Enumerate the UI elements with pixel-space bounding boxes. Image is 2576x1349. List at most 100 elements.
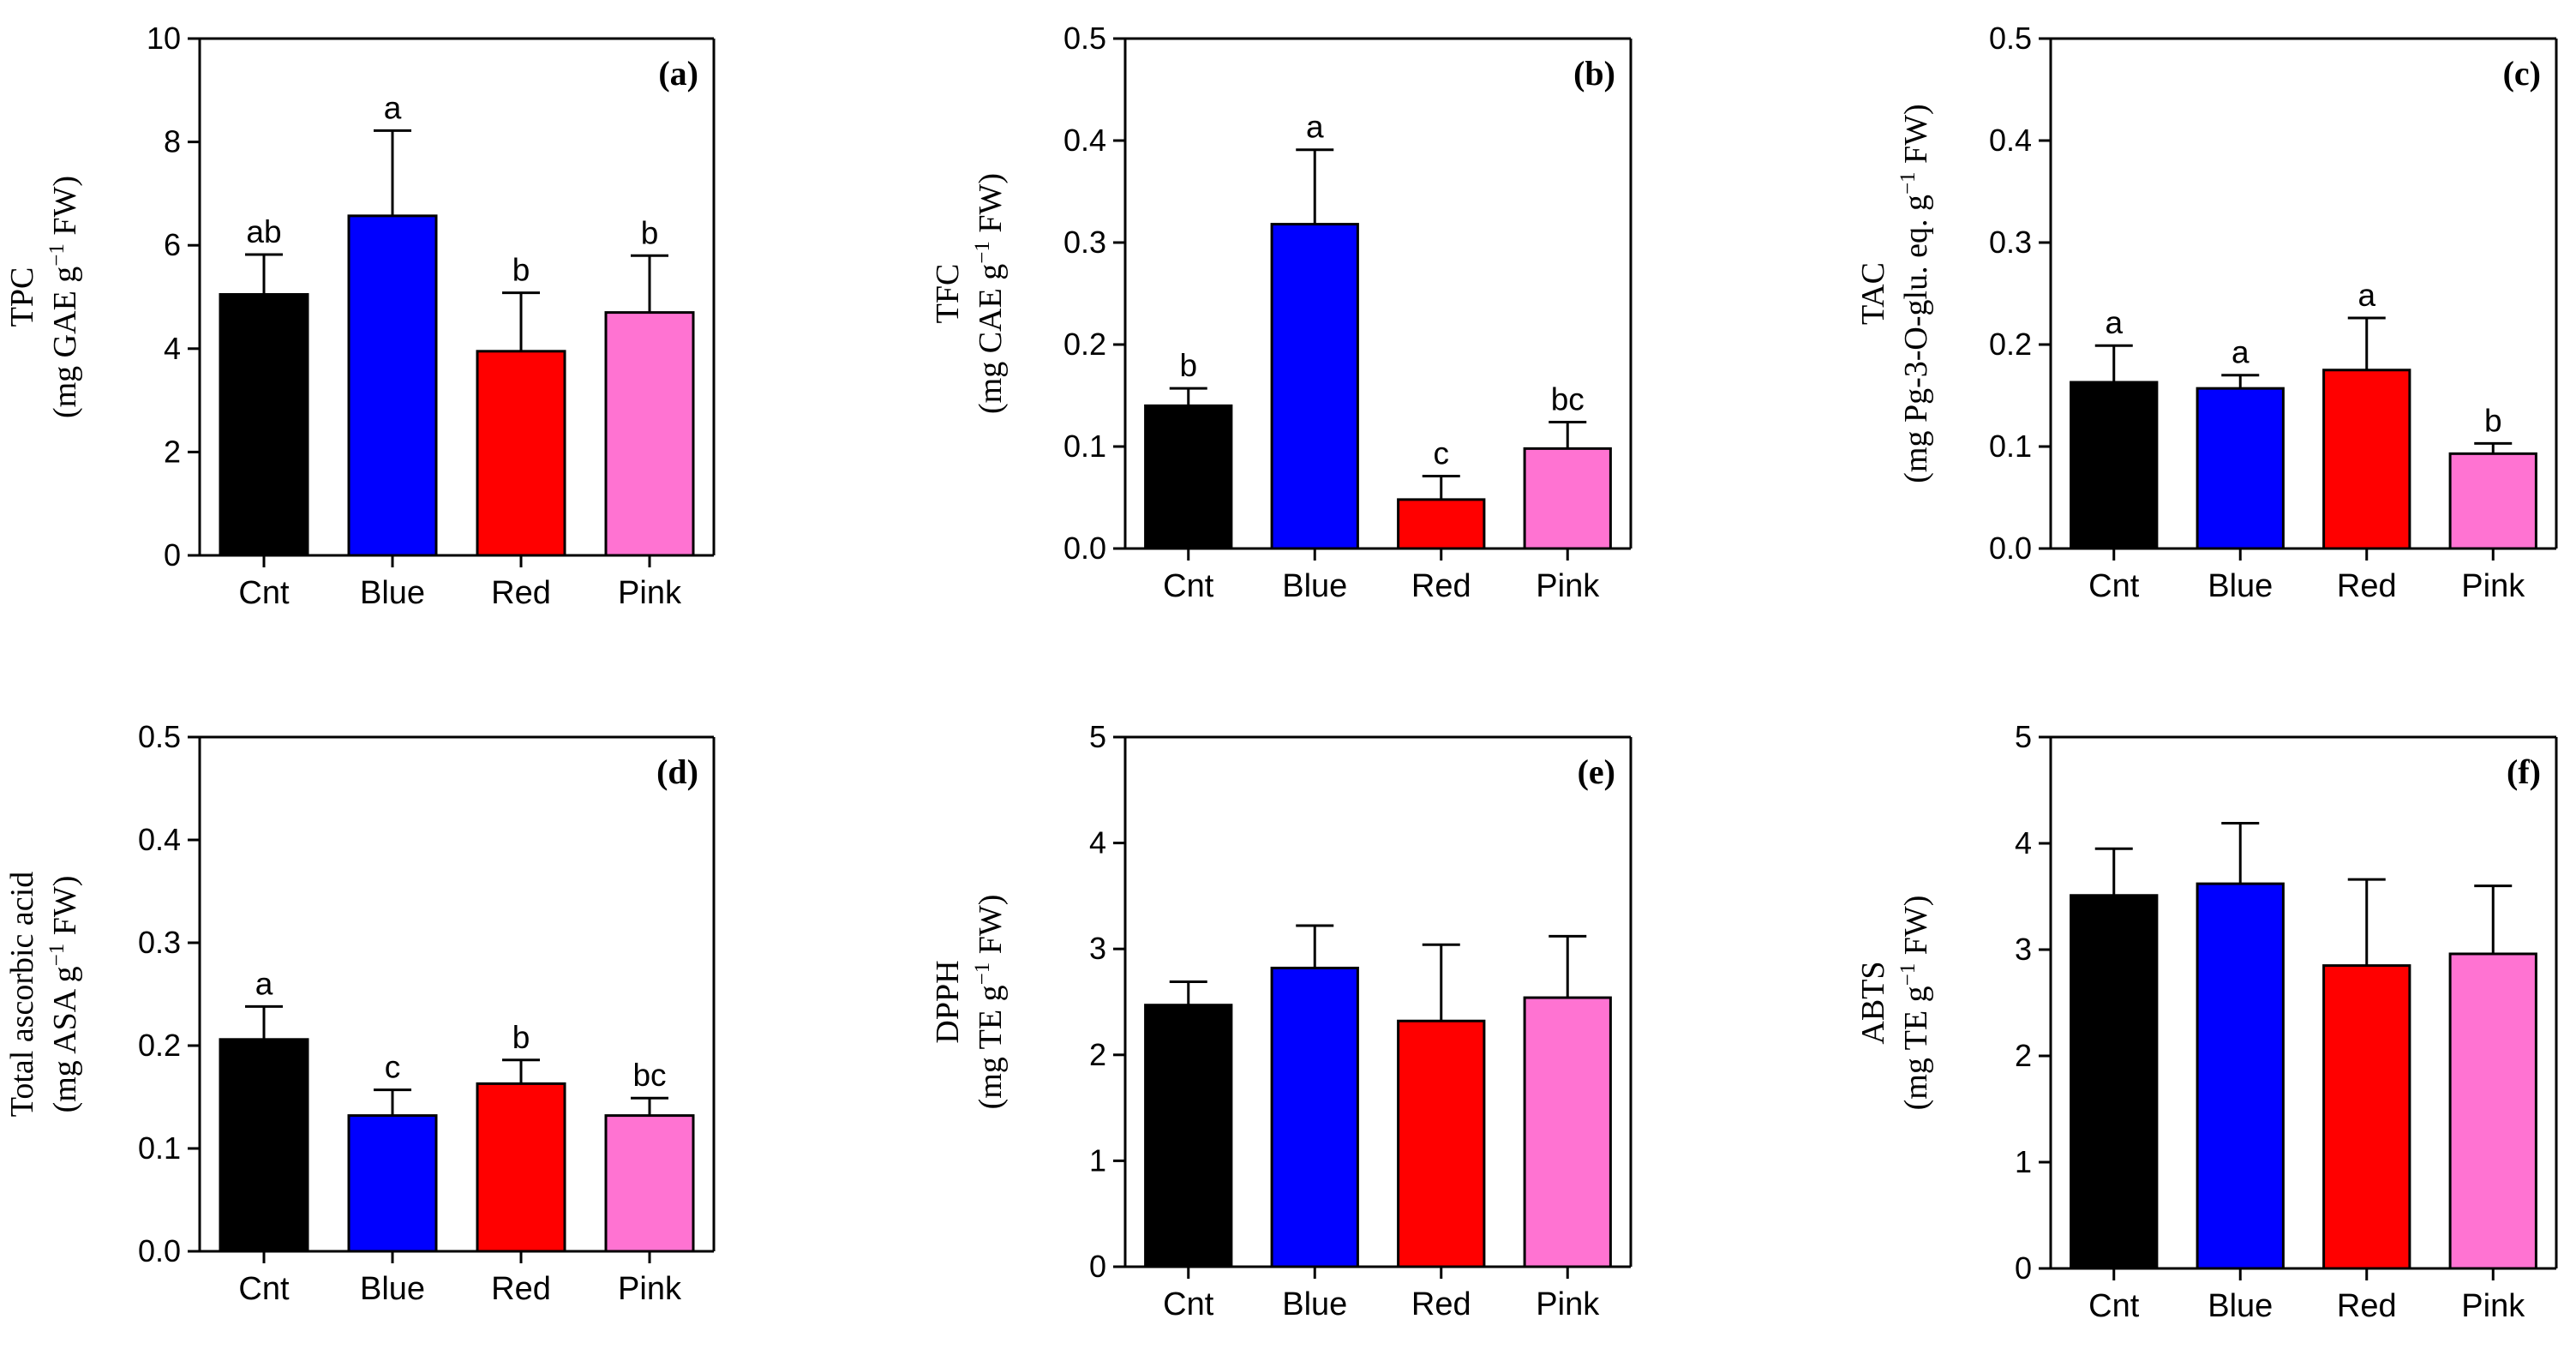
y-tick-label: 0 <box>1089 1249 1106 1284</box>
bar-red <box>476 350 566 557</box>
y-tick-label: 0.3 <box>138 925 181 960</box>
x-tick-label: Red <box>2337 568 2397 604</box>
y-tick-label: 10 <box>147 21 181 56</box>
x-tick-label: Cnt <box>2088 1288 2140 1324</box>
x-tick-label: Red <box>2337 1288 2397 1324</box>
y-tick-label: 2 <box>1089 1037 1106 1072</box>
x-tick-label: Cnt <box>238 1271 290 1307</box>
y-axis-label: TPC <box>4 267 40 327</box>
y-axis-label: ABTS <box>1855 961 1891 1044</box>
bar-blue <box>2196 387 2285 550</box>
y-axis-label: DPPH <box>930 960 966 1043</box>
significance-letter: a <box>1306 110 1324 145</box>
x-tick-label: Blue <box>2208 1288 2273 1324</box>
panel-label: (c) <box>2503 54 2541 93</box>
y-tick-label: 5 <box>2015 719 2032 754</box>
significance-letter: a <box>2105 305 2123 340</box>
x-tick-label: Red <box>491 1271 551 1307</box>
y-tick-label: 0.3 <box>1063 225 1106 260</box>
x-tick-label: Pink <box>618 1271 682 1307</box>
x-tick-label: Blue <box>360 1271 425 1307</box>
y-tick-label: 0.0 <box>138 1233 181 1268</box>
x-tick-label: Blue <box>2208 568 2273 604</box>
bar-cnt <box>219 1038 309 1253</box>
y-tick-label: 8 <box>164 124 181 159</box>
bar-red <box>2322 964 2411 1270</box>
significance-letter: b <box>1179 348 1197 383</box>
significance-letter: c <box>1434 436 1450 471</box>
bar-red <box>476 1082 566 1253</box>
y-tick-label: 0.1 <box>138 1130 181 1166</box>
x-tick-label: Blue <box>360 575 425 611</box>
significance-letter: bc <box>1551 381 1585 417</box>
bar-cnt <box>2070 381 2159 550</box>
chart-panel-a: 0 2 4 6 8 10 TPC (mg GAE g−1 FW) (a) ab Cnt a Blue b R… <box>4 21 716 611</box>
bar-cnt <box>1144 404 1233 550</box>
y-axis-label: Total ascorbic acid <box>4 872 40 1117</box>
x-tick-label: Blue <box>1282 568 1347 604</box>
y-tick-label: 0.4 <box>1989 123 2032 158</box>
significance-letter: b <box>2484 403 2502 438</box>
bar-cnt <box>219 292 309 557</box>
y-tick-label: 0.5 <box>138 719 181 754</box>
y-axis-label: TAC <box>1855 262 1891 325</box>
significance-letter: a <box>2232 335 2250 370</box>
y-axis-label: TFC <box>930 264 966 324</box>
chart-panel-b: 0.0 0.1 0.2 0.3 0.4 0.5 TFC (mg CAE g−1 FW) (b) b… <box>930 21 1632 604</box>
significance-letter: bc <box>632 1058 666 1093</box>
panel-label: (b) <box>1573 54 1615 93</box>
y-tick-label: 3 <box>1089 931 1106 966</box>
y-axis-unit-label: (mg GAE g−1 FW) <box>45 176 83 418</box>
significance-letter: a <box>255 966 273 1001</box>
bar-red <box>1397 1019 1486 1268</box>
bar-cnt <box>1144 1004 1233 1268</box>
chart-panel-e: 0 1 2 3 4 5 DPPH (mg TE g−1 FW) (e) Cnt Blue Red Pin… <box>930 719 1632 1322</box>
y-axis-unit-label: (mg CAE g−1 FW) <box>971 173 1009 414</box>
x-tick-label: Pink <box>1536 568 1600 604</box>
y-tick-label: 2 <box>164 434 181 469</box>
chart-panel-c: 0.0 0.1 0.2 0.3 0.4 0.5 TAC (mg Pg-3-O-glu. eq.… <box>1855 21 2558 604</box>
x-tick-label: Red <box>1411 568 1471 604</box>
x-tick-label: Red <box>491 575 551 611</box>
significance-letter: a <box>384 90 402 125</box>
x-tick-label: Pink <box>2461 568 2525 604</box>
x-tick-label: Cnt <box>238 575 290 611</box>
y-tick-label: 0.3 <box>1989 225 2032 260</box>
significance-letter: b <box>512 253 530 288</box>
bar-pink <box>1523 996 1612 1268</box>
y-tick-label: 0 <box>2015 1250 2032 1286</box>
bar-blue <box>347 214 438 557</box>
panel-label: (d) <box>656 752 698 791</box>
bar-blue <box>1270 223 1359 550</box>
y-tick-label: 0.2 <box>1063 327 1106 362</box>
y-tick-label: 3 <box>2015 932 2032 967</box>
y-axis-unit-label: (mg TE g−1 FW) <box>971 895 1009 1110</box>
y-tick-label: 4 <box>1089 825 1106 860</box>
y-tick-label: 0.5 <box>1063 21 1106 56</box>
significance-letter: ab <box>246 214 281 249</box>
y-tick-label: 0.0 <box>1063 531 1106 566</box>
y-tick-label: 0.1 <box>1063 429 1106 464</box>
y-tick-label: 5 <box>1089 719 1106 754</box>
y-tick-label: 4 <box>164 331 181 366</box>
significance-letter: a <box>2357 278 2375 313</box>
y-tick-label: 0.0 <box>1989 531 2032 566</box>
x-tick-label: Red <box>1411 1286 1471 1322</box>
bar-blue <box>2196 882 2285 1270</box>
y-tick-label: 4 <box>2015 825 2032 860</box>
bar-pink <box>604 311 695 557</box>
x-tick-label: Blue <box>1282 1286 1347 1322</box>
x-tick-label: Cnt <box>2088 568 2140 604</box>
bar-pink <box>604 1114 695 1253</box>
chart-panel-f: 0 1 2 3 4 5 ABTS (mg TE g−1 FW) (f) Cnt Blue Red Pin… <box>1855 719 2558 1324</box>
significance-letter: b <box>641 215 659 250</box>
y-tick-label: 1 <box>2015 1144 2032 1179</box>
significance-letter: c <box>385 1050 401 1085</box>
x-tick-label: Pink <box>618 575 682 611</box>
bar-pink <box>1523 447 1612 550</box>
y-tick-label: 0.4 <box>1063 123 1106 158</box>
y-tick-label: 0.4 <box>138 822 181 857</box>
y-tick-label: 0.5 <box>1989 21 2032 56</box>
panel-label: (f) <box>2507 752 2541 791</box>
